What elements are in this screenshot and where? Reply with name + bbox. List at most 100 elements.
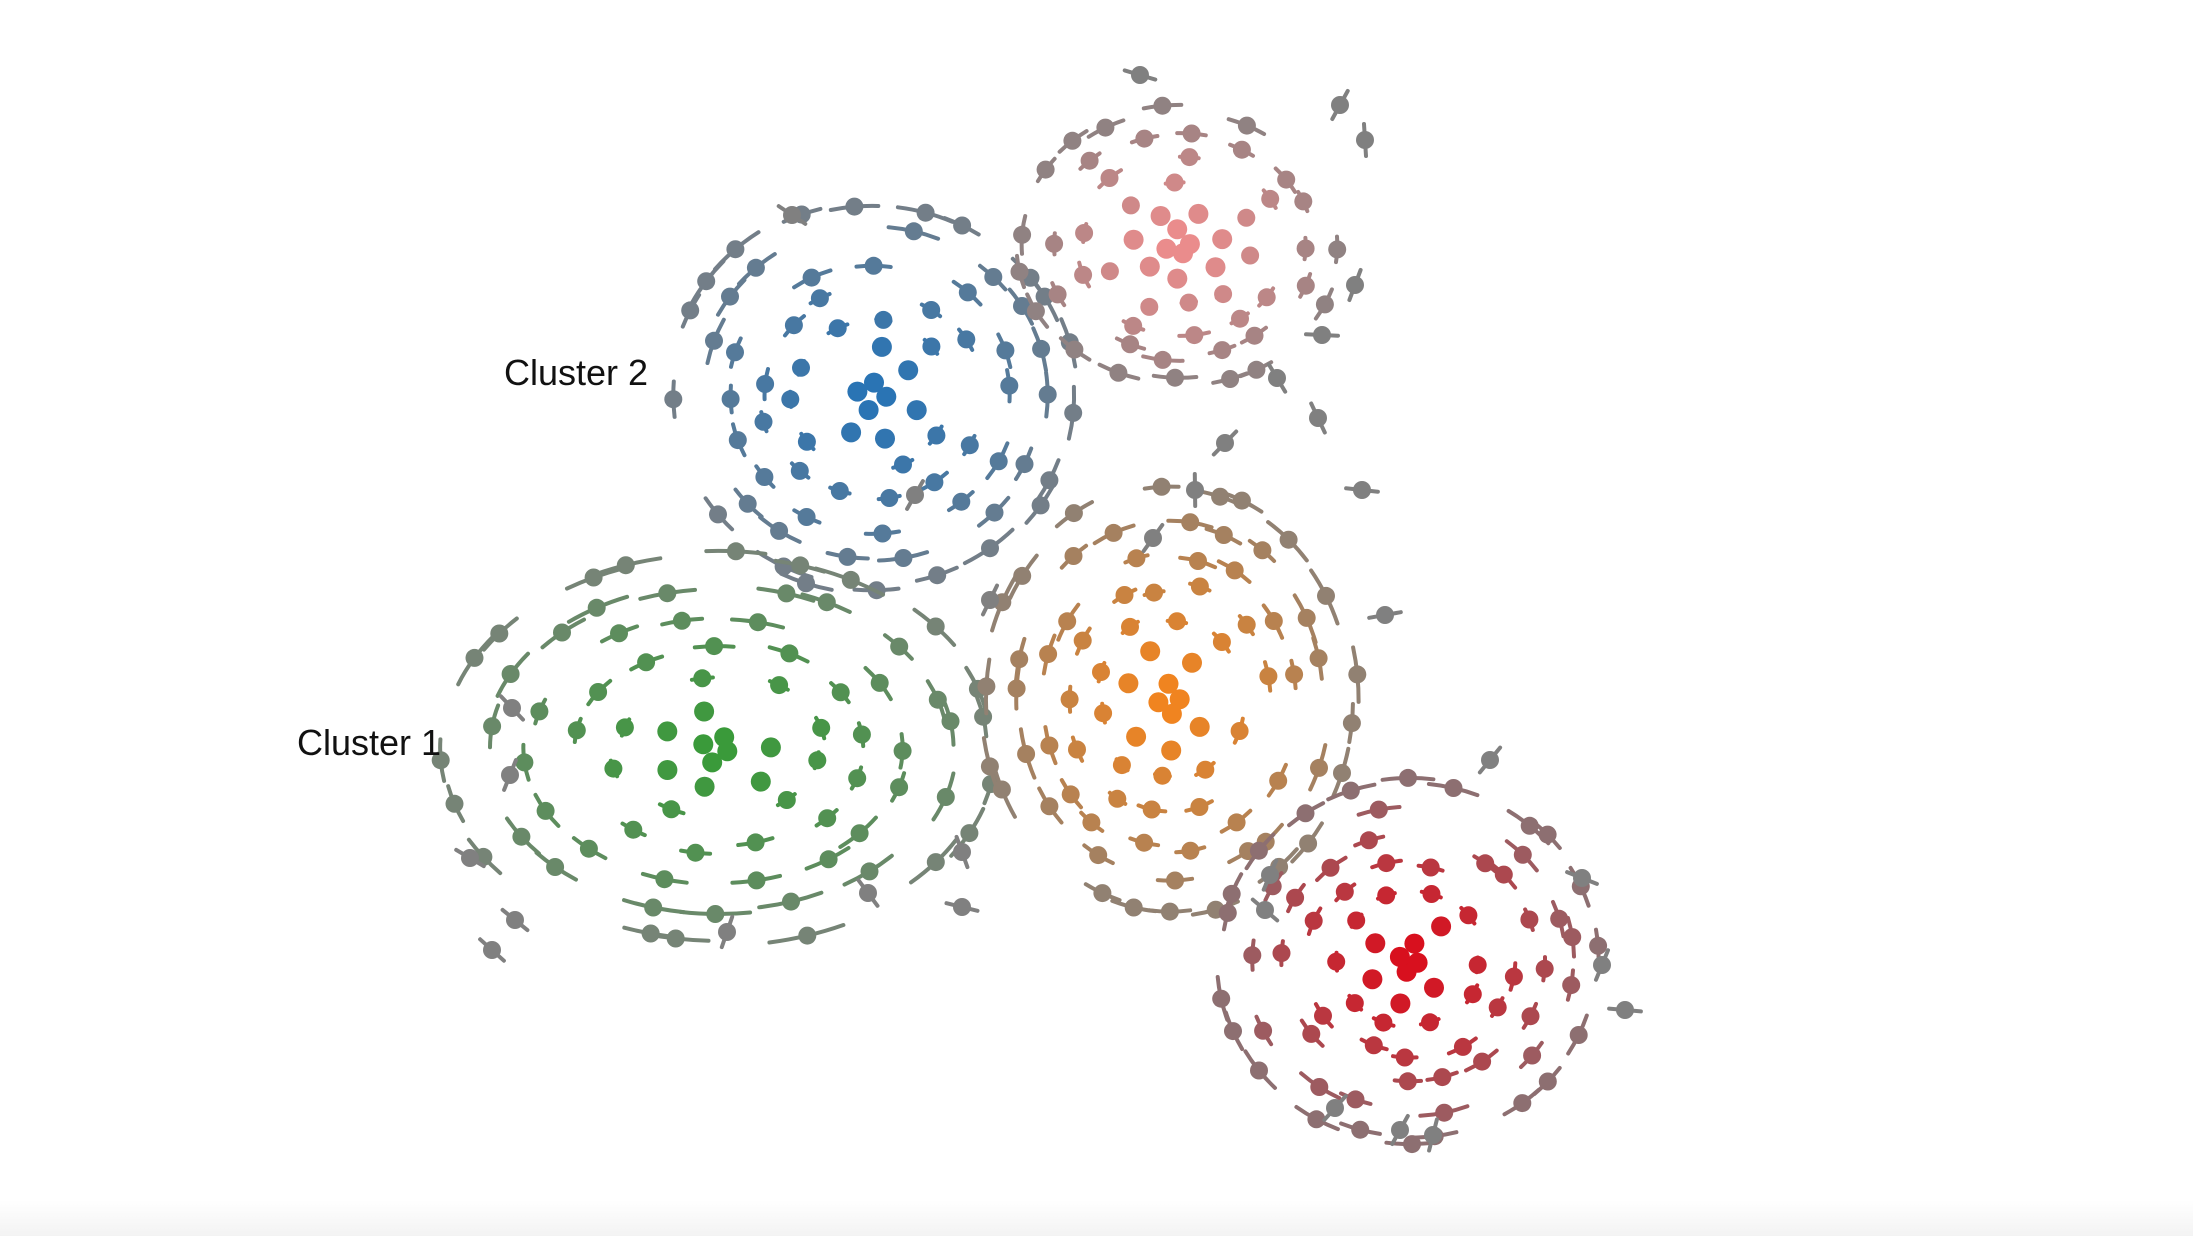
point-mark: [802, 268, 821, 287]
point-mark: [1032, 339, 1051, 358]
point-mark: [1185, 326, 1204, 345]
point-mark: [1212, 229, 1233, 250]
point-mark: [1225, 561, 1244, 580]
point-mark: [1153, 350, 1172, 369]
point-mark: [770, 521, 789, 540]
point-mark: [1169, 689, 1190, 710]
point-mark: [1241, 246, 1260, 265]
point-mark: [748, 613, 767, 632]
point-mark: [1109, 363, 1128, 382]
point-mark: [1212, 633, 1231, 651]
outlier-point: [859, 884, 877, 902]
point-mark: [1404, 933, 1425, 954]
point-mark: [1232, 491, 1251, 510]
point-mark: [694, 776, 715, 797]
point-mark: [1145, 583, 1163, 602]
outlier-point: [1346, 276, 1364, 294]
point-mark: [1245, 326, 1264, 345]
point-mark: [1272, 944, 1291, 963]
point-mark: [1152, 477, 1171, 496]
point-mark: [1140, 297, 1159, 316]
point-mark: [1190, 798, 1209, 816]
point-mark: [1124, 316, 1143, 335]
point-mark: [1166, 368, 1184, 387]
point-mark: [845, 197, 864, 216]
point-mark: [880, 489, 899, 507]
point-mark: [1257, 288, 1276, 307]
point-mark: [1521, 1007, 1540, 1026]
point-mark: [515, 753, 534, 772]
point-mark: [1153, 96, 1172, 115]
point-mark: [1061, 785, 1080, 804]
point-mark: [922, 337, 941, 356]
point-mark: [848, 769, 867, 788]
point-mark: [858, 400, 879, 420]
point-mark: [1304, 911, 1323, 930]
point-mark: [530, 702, 549, 721]
point-mark: [483, 717, 502, 736]
point-mark: [1121, 617, 1139, 636]
point-mark: [726, 240, 745, 259]
point-mark: [1222, 884, 1241, 903]
point-mark: [1422, 885, 1441, 903]
point-mark: [984, 268, 1003, 286]
point-mark: [657, 721, 678, 742]
outlier-point: [1256, 901, 1274, 919]
point-mark: [1182, 124, 1201, 143]
point-mark: [746, 833, 765, 852]
point-mark: [726, 343, 744, 362]
outlier-point: [1268, 369, 1286, 387]
point-mark: [864, 372, 884, 393]
outlier-points: [454, 66, 1643, 1153]
point-mark: [1310, 1078, 1329, 1096]
point-mark: [1473, 1052, 1492, 1071]
cluster-layer: [431, 66, 1643, 1154]
point-mark: [1013, 297, 1031, 315]
point-mark: [728, 431, 747, 450]
point-mark: [1315, 295, 1334, 314]
point-mark: [1297, 608, 1316, 627]
point-mark: [579, 839, 598, 858]
point-mark: [1279, 530, 1298, 549]
point-mark: [1269, 771, 1288, 790]
point-mark: [655, 870, 674, 889]
point-mark: [641, 924, 660, 943]
point-mark: [1068, 740, 1086, 759]
point-mark: [1488, 998, 1507, 1017]
point-mark: [1038, 385, 1057, 404]
point-mark: [1513, 845, 1532, 864]
point-mark: [1335, 882, 1354, 901]
point-mark: [747, 871, 766, 890]
point-mark: [792, 358, 810, 377]
point-mark: [1259, 667, 1278, 686]
point-mark: [1181, 513, 1200, 532]
point-mark: [1010, 650, 1029, 669]
point-mark: [501, 665, 520, 683]
point-mark: [1211, 487, 1230, 506]
point-mark: [637, 653, 656, 672]
point-mark: [841, 422, 862, 443]
point-mark: [1212, 989, 1231, 1008]
point-mark: [1296, 276, 1315, 295]
cluster-pink: [1010, 96, 1347, 388]
point-mark: [1214, 526, 1233, 544]
point-mark: [1013, 566, 1032, 585]
point-mark: [782, 892, 800, 911]
point-mark: [927, 426, 946, 445]
bottom-edge-shadow: [0, 1200, 2193, 1236]
point-mark: [953, 216, 972, 235]
point-mark: [706, 905, 725, 923]
point-mark: [777, 584, 796, 603]
point-mark: [1205, 257, 1226, 278]
point-mark: [841, 570, 860, 589]
point-mark: [1237, 615, 1256, 634]
point-mark: [798, 926, 817, 945]
point-mark: [1538, 1072, 1557, 1091]
point-mark: [1048, 285, 1067, 304]
point-mark: [1407, 952, 1428, 973]
point-mark: [894, 549, 913, 567]
point-mark: [1285, 665, 1304, 684]
point-mark: [928, 690, 947, 709]
point-mark: [977, 677, 996, 696]
outlier-point: [1216, 434, 1234, 452]
